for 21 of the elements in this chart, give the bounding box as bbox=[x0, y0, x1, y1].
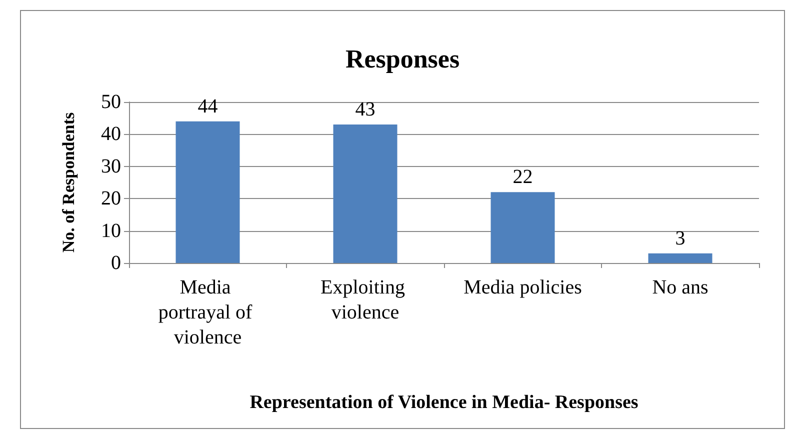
bar bbox=[333, 124, 398, 263]
y-tick-label: 30 bbox=[101, 155, 121, 178]
y-axis-title: No. of Respondents bbox=[59, 112, 78, 253]
bar bbox=[176, 121, 240, 263]
x-axis-title: Representation of Violence in Media- Responses bbox=[250, 392, 638, 413]
data-label: 43 bbox=[355, 98, 376, 121]
x-tick-label: Media policies bbox=[464, 276, 582, 298]
chart-title: Responses bbox=[345, 44, 460, 74]
x-tick-label: Media portrayal of violence bbox=[158, 276, 258, 348]
y-tick-label: 20 bbox=[101, 188, 121, 210]
bar bbox=[648, 253, 712, 263]
y-tick-label: 50 bbox=[101, 91, 121, 113]
data-label: 3 bbox=[675, 227, 686, 250]
y-tick-label: 0 bbox=[111, 252, 121, 274]
y-tick-label: 10 bbox=[101, 220, 121, 242]
bar bbox=[490, 192, 555, 263]
data-label: 22 bbox=[512, 166, 533, 188]
x-tick-label: Exploiting violence bbox=[320, 276, 410, 324]
data-label: 44 bbox=[198, 95, 218, 118]
x-tick-label: No ans bbox=[652, 276, 709, 298]
y-tick-label: 40 bbox=[101, 123, 121, 146]
